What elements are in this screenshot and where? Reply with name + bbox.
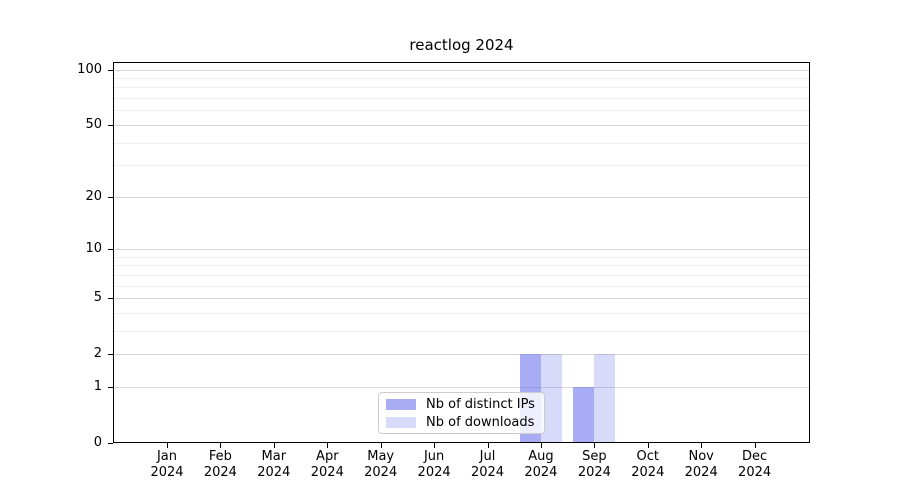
gridline-minor-7 — [113, 274, 810, 276]
legend: Nb of distinct IPs Nb of downloads — [378, 392, 545, 434]
legend-swatch-distinct-ips — [386, 398, 416, 410]
gridline-minor-70 — [113, 98, 810, 100]
gridline-minor-80 — [113, 87, 810, 89]
plot-area: Nb of distinct IPs Nb of downloads — [113, 62, 810, 443]
y-tick-1 — [108, 386, 113, 388]
bar-sep-downloads — [594, 354, 616, 443]
y-tick-50 — [108, 124, 113, 126]
x-tick-label-sep: Sep 2024 — [577, 449, 611, 480]
legend-item-downloads: Nb of downloads — [386, 415, 536, 430]
x-tick-nov — [701, 443, 703, 448]
y-tick-label-0: 0 — [93, 435, 102, 450]
y-tick-label-5: 5 — [93, 290, 102, 305]
x-tick-jun — [434, 443, 436, 448]
y-tick-5 — [108, 298, 113, 299]
gridline-major-10 — [113, 249, 810, 250]
x-tick-aug — [540, 443, 542, 448]
x-tick-label-mar: Mar 2024 — [257, 449, 291, 480]
x-tick-jan — [167, 443, 168, 448]
gridline-minor-3 — [113, 330, 810, 332]
y-tick-label-50: 50 — [85, 116, 102, 132]
x-tick-label-nov: Nov 2024 — [684, 449, 718, 480]
legend-swatch-downloads — [386, 416, 416, 428]
y-tick-label-100: 100 — [77, 61, 102, 77]
x-tick-label-may: May 2024 — [364, 449, 398, 480]
chart-title: reactlog 2024 — [409, 36, 514, 54]
y-tick-label-2: 2 — [93, 346, 102, 362]
y-tick-20 — [108, 196, 113, 198]
x-tick-label-jun: Jun 2024 — [417, 449, 451, 480]
bar-aug-downloads — [540, 354, 562, 443]
gridline-minor-9 — [113, 256, 810, 258]
x-tick-label-jul: Jul 2024 — [470, 449, 505, 480]
gridline-major-1 — [113, 386, 810, 388]
x-tick-label-apr: Apr 2024 — [310, 449, 344, 480]
x-tick-label-jan: Jan 2024 — [150, 449, 184, 480]
axes-spines — [113, 62, 810, 443]
gridline-major-5 — [113, 298, 810, 299]
x-tick-apr — [327, 443, 329, 448]
x-tick-jul — [487, 443, 489, 448]
y-tick-2 — [108, 354, 113, 356]
y-tick-label-1: 1 — [93, 378, 102, 394]
legend-item-distinct-ips: Nb of distinct IPs — [386, 397, 536, 412]
y-tick-10 — [108, 249, 113, 250]
gridline-major-50 — [113, 124, 810, 126]
x-tick-sep — [594, 443, 596, 448]
gridline-minor-30 — [113, 165, 810, 167]
y-tick-label-20: 20 — [85, 188, 102, 204]
gridline-minor-60 — [113, 110, 810, 112]
x-tick-mar — [273, 443, 275, 448]
legend-label-downloads: Nb of downloads — [426, 414, 535, 430]
y-tick-label-10: 10 — [85, 241, 102, 256]
gridline-major-20 — [113, 196, 810, 198]
x-tick-label-feb: Feb 2024 — [203, 449, 237, 480]
gridline-major-100 — [113, 69, 810, 71]
legend-label-distinct-ips: Nb of distinct IPs — [426, 396, 535, 412]
y-tick-100 — [108, 69, 113, 71]
x-tick-oct — [647, 443, 649, 448]
gridline-minor-4 — [113, 312, 810, 314]
x-tick-may — [380, 443, 382, 448]
gridline-minor-90 — [113, 78, 810, 79]
gridline-minor-40 — [113, 142, 810, 144]
gridline-minor-6 — [113, 285, 810, 287]
x-tick-label-oct: Oct 2024 — [631, 449, 665, 480]
x-tick-label-aug: Aug 2024 — [524, 449, 558, 480]
gridline-major-2 — [113, 354, 810, 356]
bar-sep-distinct-ips — [573, 386, 595, 443]
x-tick-dec — [754, 443, 756, 448]
gridline-minor-8 — [113, 265, 810, 267]
x-tick-label-dec: Dec 2024 — [738, 449, 772, 480]
y-tick-0 — [108, 443, 113, 444]
x-tick-feb — [220, 443, 222, 448]
